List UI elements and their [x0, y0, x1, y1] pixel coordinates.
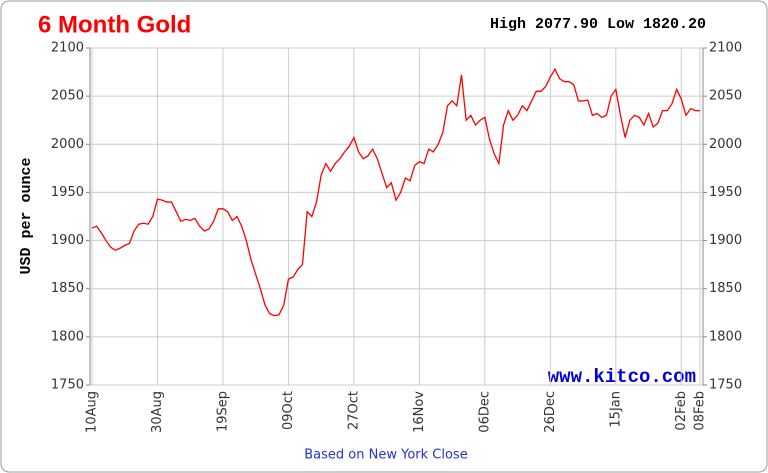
y-tick-label: 2100 — [51, 41, 84, 56]
x-tick-label: 15Jan — [608, 391, 623, 428]
x-tick-label: 10Aug — [85, 391, 100, 433]
x-tick-label: 30Aug — [150, 391, 165, 433]
plot-area — [89, 47, 704, 386]
y-tick-label: 1850 — [51, 281, 84, 296]
y-tick-label: 1800 — [51, 329, 84, 344]
y-tick-label-right: 1850 — [709, 281, 742, 296]
x-tick-label: 16Nov — [412, 391, 427, 433]
y-tick-label-right: 1800 — [709, 329, 742, 344]
watermark: www.kitco.com — [548, 366, 696, 388]
x-tick-label: 02Feb — [674, 391, 689, 431]
x-tick-label: 09Oct — [281, 391, 296, 430]
high-low: High 2077.90 Low 1820.20 — [490, 16, 706, 33]
price-line — [91, 67, 700, 317]
y-axis-label: USD per ounce — [18, 157, 35, 274]
y-tick-label: 1950 — [51, 185, 84, 200]
chart-title: 6 Month Gold — [38, 11, 191, 38]
x-tick-label: 27Oct — [346, 391, 361, 430]
y-tick-label-right: 2000 — [709, 137, 742, 152]
footer[interactable]: Based on New York Close — [304, 448, 467, 463]
x-tick-label: 06Dec — [477, 391, 492, 433]
y-tick-label-right: 1950 — [709, 185, 742, 200]
y-tick-label-right: 1750 — [709, 378, 742, 393]
y-tick-label: 1750 — [51, 378, 84, 393]
y-tick-label-right: 2100 — [709, 41, 742, 56]
x-tick-label: 19Sep — [215, 391, 230, 432]
y-tick-label: 1900 — [51, 233, 84, 248]
y-tick-label-right: 2050 — [709, 89, 742, 104]
x-tick-label: 26Dec — [543, 391, 558, 433]
y-tick-label-right: 1900 — [709, 233, 742, 248]
y-tick-label: 2000 — [51, 137, 84, 152]
y-tick-label: 2050 — [51, 89, 84, 104]
x-tick-label: 08Feb — [693, 391, 708, 431]
